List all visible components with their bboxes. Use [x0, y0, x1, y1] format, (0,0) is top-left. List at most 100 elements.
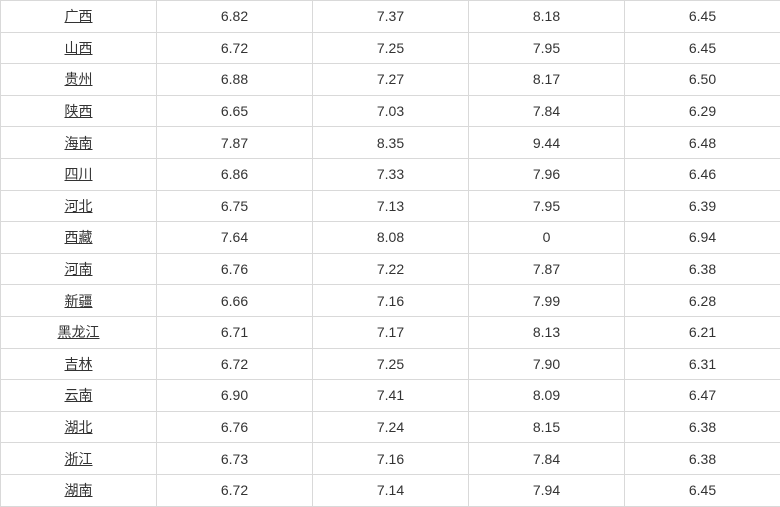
table-row: 广西6.827.378.186.45 [1, 1, 780, 33]
value-cell-3: 7.87 [469, 253, 625, 285]
value-cell-3: 8.09 [469, 380, 625, 412]
province-link[interactable]: 山西 [65, 40, 93, 56]
value-cell-1: 6.86 [157, 158, 313, 190]
table-row: 陕西 6.657.037.846.29 [1, 95, 780, 127]
value-cell-4: 6.31 [625, 348, 780, 380]
value-cell-2: 7.41 [313, 380, 469, 412]
value-cell-3: 7.96 [469, 158, 625, 190]
province-cell[interactable]: 河南 [1, 253, 157, 285]
value-cell-2: 7.25 [313, 32, 469, 64]
value-cell-3: 9.44 [469, 127, 625, 159]
value-cell-2: 7.17 [313, 316, 469, 348]
value-cell-4: 6.45 [625, 1, 780, 33]
value-cell-4: 6.47 [625, 380, 780, 412]
value-cell-4: 6.46 [625, 158, 780, 190]
value-cell-4: 6.38 [625, 253, 780, 285]
province-cell[interactable]: 贵州 [1, 64, 157, 96]
value-cell-1: 6.72 [157, 348, 313, 380]
value-cell-1: 6.72 [157, 32, 313, 64]
province-link[interactable]: 四川 [65, 166, 93, 182]
value-cell-2: 7.27 [313, 64, 469, 96]
value-cell-4: 6.39 [625, 190, 780, 222]
value-cell-1: 6.71 [157, 316, 313, 348]
value-cell-3: 7.99 [469, 285, 625, 317]
province-cell[interactable]: 浙江 [1, 443, 157, 475]
table-row: 海南7.878.359.446.48 [1, 127, 780, 159]
table-row: 黑龙江 6.717.178.136.21 [1, 316, 780, 348]
province-link[interactable]: 湖南 [65, 482, 93, 498]
province-link[interactable]: 西藏 [65, 229, 93, 245]
value-cell-1: 6.72 [157, 474, 313, 506]
table-row: 四川 6.867.337.966.46 [1, 158, 780, 190]
province-link[interactable]: 湖北 [65, 419, 93, 435]
value-cell-1: 6.65 [157, 95, 313, 127]
province-cell[interactable]: 吉林 [1, 348, 157, 380]
value-cell-2: 8.08 [313, 222, 469, 254]
value-cell-4: 6.38 [625, 443, 780, 475]
table-row: 西藏 7.648.0806.94 [1, 222, 780, 254]
value-cell-1: 6.75 [157, 190, 313, 222]
value-cell-3: 7.84 [469, 95, 625, 127]
province-cell[interactable]: 湖南 [1, 474, 157, 506]
value-cell-4: 6.38 [625, 411, 780, 443]
value-cell-3: 8.13 [469, 316, 625, 348]
province-link[interactable]: 陕西 [65, 103, 93, 119]
table-row: 河南6.767.227.876.38 [1, 253, 780, 285]
value-cell-2: 7.25 [313, 348, 469, 380]
value-cell-2: 7.13 [313, 190, 469, 222]
value-cell-4: 6.21 [625, 316, 780, 348]
value-cell-4: 6.48 [625, 127, 780, 159]
table-row: 山西 6.727.257.956.45 [1, 32, 780, 64]
table-row: 贵州6.887.278.176.50 [1, 64, 780, 96]
value-cell-2: 7.03 [313, 95, 469, 127]
province-link[interactable]: 河南 [65, 261, 93, 277]
province-cell[interactable]: 河北 [1, 190, 157, 222]
province-link[interactable]: 贵州 [65, 71, 93, 87]
province-link[interactable]: 吉林 [65, 356, 93, 372]
value-cell-1: 6.66 [157, 285, 313, 317]
value-cell-2: 7.16 [313, 285, 469, 317]
value-cell-3: 8.15 [469, 411, 625, 443]
province-link[interactable]: 新疆 [65, 293, 93, 309]
value-cell-4: 6.94 [625, 222, 780, 254]
value-cell-1: 7.87 [157, 127, 313, 159]
value-cell-3: 8.17 [469, 64, 625, 96]
value-cell-3: 7.84 [469, 443, 625, 475]
province-cell[interactable]: 云南 [1, 380, 157, 412]
value-cell-1: 6.90 [157, 380, 313, 412]
data-table: 广西6.827.378.186.45山西6.727.257.956.45贵州6.… [0, 0, 780, 507]
value-cell-4: 6.45 [625, 32, 780, 64]
province-cell[interactable]: 四川 [1, 158, 157, 190]
value-cell-2: 7.24 [313, 411, 469, 443]
province-link[interactable]: 河北 [65, 198, 93, 214]
province-cell[interactable]: 山西 [1, 32, 157, 64]
province-cell[interactable]: 黑龙江 [1, 316, 157, 348]
province-cell[interactable]: 湖北 [1, 411, 157, 443]
value-cell-1: 6.82 [157, 1, 313, 33]
province-cell[interactable]: 陕西 [1, 95, 157, 127]
value-cell-1: 7.64 [157, 222, 313, 254]
value-cell-2: 7.14 [313, 474, 469, 506]
province-link[interactable]: 海南 [65, 135, 93, 151]
province-cell[interactable]: 广西 [1, 1, 157, 33]
value-cell-3: 0 [469, 222, 625, 254]
province-link[interactable]: 广西 [65, 8, 93, 24]
value-cell-3: 7.95 [469, 32, 625, 64]
value-cell-3: 7.90 [469, 348, 625, 380]
province-cell[interactable]: 海南 [1, 127, 157, 159]
province-cell[interactable]: 西藏 [1, 222, 157, 254]
table-row: 新疆6.667.167.996.28 [1, 285, 780, 317]
value-cell-1: 6.73 [157, 443, 313, 475]
value-cell-3: 7.94 [469, 474, 625, 506]
province-link[interactable]: 黑龙江 [58, 324, 100, 340]
province-link[interactable]: 浙江 [65, 451, 93, 467]
table-row: 湖南6.727.147.946.45 [1, 474, 780, 506]
value-cell-4: 6.29 [625, 95, 780, 127]
province-cell[interactable]: 新疆 [1, 285, 157, 317]
table-row: 吉林 6.727.257.906.31 [1, 348, 780, 380]
province-link[interactable]: 云南 [65, 387, 93, 403]
value-cell-2: 7.33 [313, 158, 469, 190]
value-cell-1: 6.88 [157, 64, 313, 96]
table-row: 河北6.757.137.956.39 [1, 190, 780, 222]
table-body: 广西6.827.378.186.45山西6.727.257.956.45贵州6.… [1, 1, 780, 507]
